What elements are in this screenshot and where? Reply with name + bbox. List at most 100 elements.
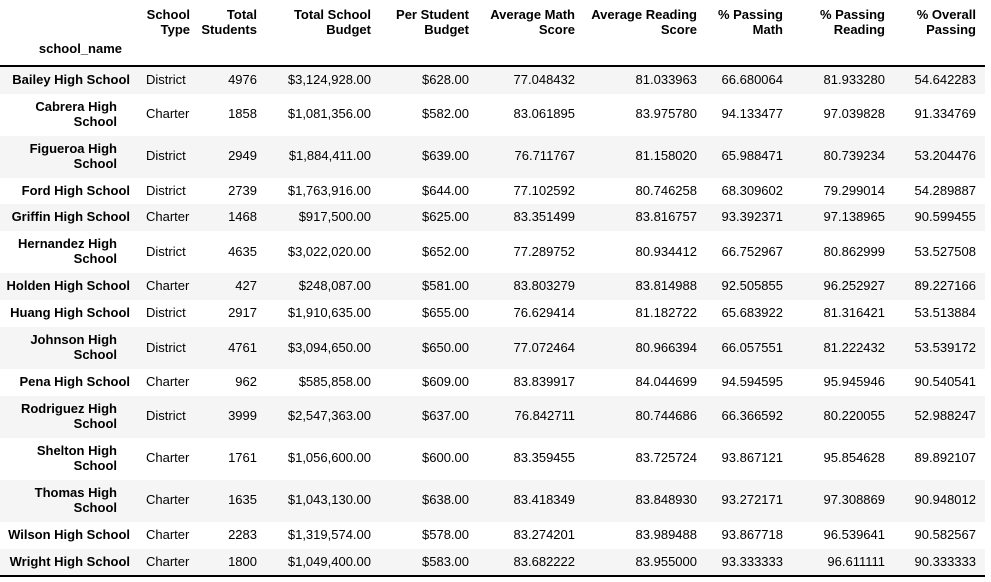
cell-average-math-score: 76.629414 — [513, 305, 575, 321]
cell-total-students: 4635 — [228, 243, 257, 259]
cell-average-reading-score: 81.158020 — [635, 148, 697, 164]
cell-per-student-budget: $650.00 — [422, 339, 469, 355]
blank-header-cell — [584, 40, 706, 66]
cell-total-students: 1800 — [228, 553, 257, 569]
cell-total-students: 1858 — [228, 106, 257, 122]
cell-pct-passing-reading: 81.316421 — [823, 305, 885, 321]
table-row: Wright High School Charter 1800 $1,049,400.… — [0, 548, 985, 577]
cell-pct-overall-passing: 90.540541 — [914, 374, 976, 389]
cell-per-student-budget: $625.00 — [422, 209, 469, 225]
cell-pct-passing-reading: 97.138965 — [823, 209, 885, 225]
cell-pct-passing-math: 93.333333 — [721, 553, 783, 569]
cell-pct-overall-passing: 89.227166 — [914, 278, 976, 294]
cell-pct-passing-reading: 80.739234 — [823, 148, 885, 164]
cell-school-type: District — [146, 305, 186, 321]
cell-pct-overall-passing: 53.204476 — [914, 148, 976, 164]
cell-pct-overall-passing: 54.289887 — [914, 182, 976, 198]
cell-pct-passing-reading: 81.222432 — [823, 339, 885, 355]
table-row: Shelton High School Charter 1761 $1,056,600… — [0, 437, 985, 480]
cell-pct-passing-math: 93.867121 — [721, 450, 783, 466]
column-header-pct-passing-math: % Passing Math — [717, 7, 783, 37]
cell-average-math-score: 83.839917 — [513, 374, 575, 389]
table-row: Ford High School District 2739 $1,763,916.0… — [0, 177, 985, 205]
table-row: Figueroa High School District 2949 $1,884,4… — [0, 135, 985, 178]
cell-pct-passing-reading: 80.862999 — [823, 243, 885, 259]
cell-average-math-score: 77.102592 — [513, 182, 575, 198]
cell-total-school-budget: $3,124,928.00 — [287, 71, 371, 87]
cell-pct-passing-math: 65.683922 — [721, 305, 783, 321]
cell-total-school-budget: $1,056,600.00 — [287, 450, 371, 466]
cell-total-students: 2283 — [228, 526, 257, 542]
blank-header-cell — [792, 40, 894, 66]
cell-average-math-score: 83.274201 — [513, 526, 575, 542]
cell-total-school-budget: $917,500.00 — [298, 209, 371, 225]
cell-per-student-budget: $600.00 — [422, 450, 469, 466]
cell-pct-passing-reading: 80.220055 — [823, 408, 885, 424]
blank-header-cell — [199, 40, 266, 66]
cell-school-type: Charter — [146, 526, 190, 542]
cell-average-reading-score: 81.033963 — [635, 71, 697, 87]
cell-total-students: 4976 — [228, 71, 257, 87]
cell-pct-passing-math: 93.867718 — [721, 526, 783, 542]
cell-pct-passing-math: 68.309602 — [721, 182, 783, 198]
blank-header-cell — [140, 40, 199, 66]
cell-school-type: Charter — [146, 553, 190, 569]
cell-total-students: 2739 — [228, 182, 257, 198]
row-header-school-name: Figueroa High School — [29, 140, 117, 171]
cell-pct-overall-passing: 90.599455 — [914, 209, 976, 225]
cell-per-student-budget: $609.00 — [422, 374, 469, 389]
cell-total-students: 4761 — [228, 339, 257, 355]
cell-pct-overall-passing: 90.333333 — [914, 553, 976, 569]
table-body: Bailey High School District 4976 $3,124,928… — [0, 65, 985, 577]
cell-total-students: 3999 — [228, 408, 257, 424]
row-header-school-name: Holden High School — [6, 278, 131, 294]
row-header-school-name: Thomas High School — [34, 484, 117, 515]
cell-pct-passing-math: 66.057551 — [721, 339, 783, 355]
blank-header-cell — [894, 40, 985, 66]
column-header-total-students: Total Students — [201, 7, 257, 37]
cell-total-school-budget: $1,910,635.00 — [287, 305, 371, 321]
cell-average-reading-score: 84.044699 — [635, 374, 697, 389]
cell-pct-passing-reading: 96.611111 — [827, 553, 885, 569]
table-row: Pena High School Charter 962 $585,858.00 $60… — [0, 369, 985, 396]
row-header-school-name: Hernandez High School — [18, 236, 117, 267]
blank-header-cell — [706, 40, 792, 66]
cell-average-reading-score: 80.744686 — [635, 408, 697, 424]
cell-average-reading-score: 80.746258 — [635, 182, 697, 198]
cell-school-type: District — [146, 243, 186, 259]
cell-pct-passing-reading: 79.299014 — [823, 182, 885, 198]
cell-total-school-budget: $1,081,356.00 — [287, 106, 371, 122]
cell-total-school-budget: $1,043,130.00 — [287, 492, 371, 508]
index-name-label: school_name — [38, 40, 122, 56]
cell-per-student-budget: $581.00 — [422, 278, 469, 294]
cell-total-school-budget: $3,094,650.00 — [287, 339, 371, 355]
cell-school-type: Charter — [146, 374, 190, 389]
cell-total-students: 2949 — [228, 148, 257, 164]
table-row: Rodriguez High School District 3999 $2,547,… — [0, 395, 985, 438]
cell-total-students: 2917 — [228, 305, 257, 321]
cell-pct-passing-math: 66.680064 — [721, 71, 783, 87]
column-header-average-reading-score: Average Reading Score — [591, 7, 697, 37]
table-row: Griffin High School Charter 1468 $917,500.0… — [0, 204, 985, 232]
cell-average-reading-score: 83.814988 — [635, 278, 697, 294]
column-header-row: School Type Total Students Total School Bu… — [0, 0, 985, 40]
table-row: Cabrera High School Charter 1858 $1,081,356… — [0, 93, 985, 136]
blank-corner-cell — [0, 0, 140, 40]
blank-header-cell — [380, 40, 478, 66]
blank-header-cell — [478, 40, 584, 66]
cell-average-math-score: 83.682222 — [513, 553, 575, 569]
cell-pct-overall-passing: 54.642283 — [914, 71, 976, 87]
cell-pct-passing-math: 94.133477 — [721, 106, 783, 122]
cell-total-school-budget: $585,858.00 — [298, 374, 371, 389]
cell-per-student-budget: $582.00 — [422, 106, 469, 122]
cell-per-student-budget: $637.00 — [422, 408, 469, 424]
cell-pct-passing-reading: 81.933280 — [823, 71, 885, 87]
table-row: Huang High School District 2917 $1,910,635.… — [0, 300, 985, 328]
cell-school-type: District — [146, 148, 186, 164]
cell-average-math-score: 77.072464 — [513, 339, 575, 355]
cell-school-type: District — [146, 408, 186, 424]
cell-school-type: District — [146, 339, 186, 355]
cell-pct-overall-passing: 53.513884 — [914, 305, 976, 321]
row-header-school-name: Johnson High School — [30, 332, 117, 363]
cell-pct-passing-math: 93.272171 — [721, 492, 783, 508]
